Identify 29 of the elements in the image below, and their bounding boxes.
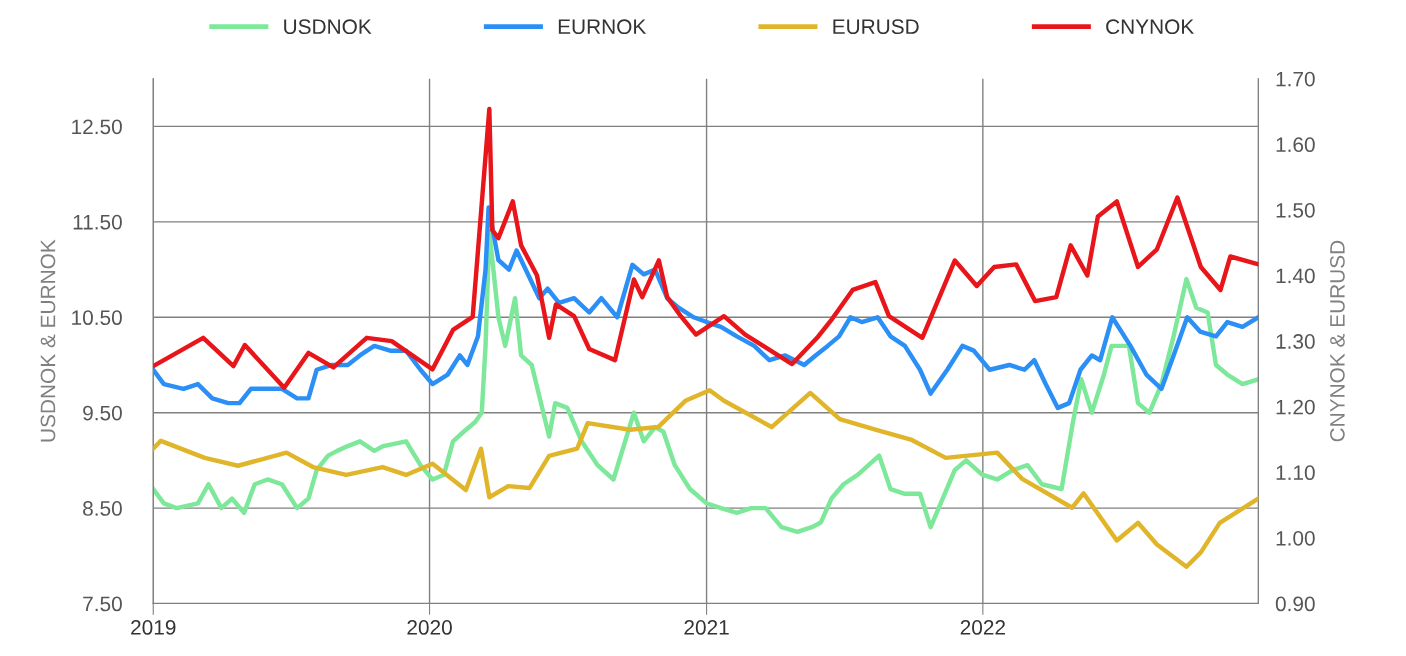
- y2-axis-title: CNYNOK & EURUSD: [1330, 240, 1345, 442]
- y-axis-title: USDNOK & EURNOK: [40, 239, 56, 442]
- legend-label: EURUSD: [833, 19, 919, 35]
- legend-label: CNYNOK: [1106, 19, 1194, 35]
- legend-label: USDNOK: [284, 19, 372, 35]
- x-tick-label: 2022: [960, 620, 1005, 635]
- line-series: [153, 229, 1259, 535]
- y2-tick-label: 1.70: [1276, 71, 1315, 87]
- legend-label: EURNOK: [558, 19, 647, 35]
- x-tick-label: 2020: [407, 620, 452, 635]
- y2-tick-label: 1.60: [1276, 137, 1315, 153]
- line-series: [153, 106, 1259, 390]
- y2-tick-label: 1.50: [1276, 202, 1315, 218]
- y2-tick-label: 1.20: [1276, 399, 1315, 415]
- line-series: [153, 205, 1259, 411]
- y2-tick-label: 1.10: [1276, 465, 1315, 481]
- line-series: [153, 388, 1259, 569]
- y2-tick-label: 1.40: [1276, 268, 1315, 284]
- y2-tick-label: 1.30: [1276, 334, 1315, 349]
- y-tick-label: 7.50: [83, 596, 122, 612]
- y2-tick-label: 0.90: [1275, 596, 1315, 612]
- x-tick-label: 2019: [131, 620, 176, 635]
- y2-tick-label: 1.00: [1276, 530, 1315, 546]
- x-tick-label: 2021: [684, 620, 729, 635]
- y-tick-label: 11.50: [73, 214, 122, 230]
- y-tick-label: 9.50: [83, 405, 122, 421]
- y-tick-label: 10.50: [72, 310, 122, 326]
- y-tick-label: 12.50: [72, 119, 122, 135]
- y-tick-label: 8.50: [83, 501, 122, 516]
